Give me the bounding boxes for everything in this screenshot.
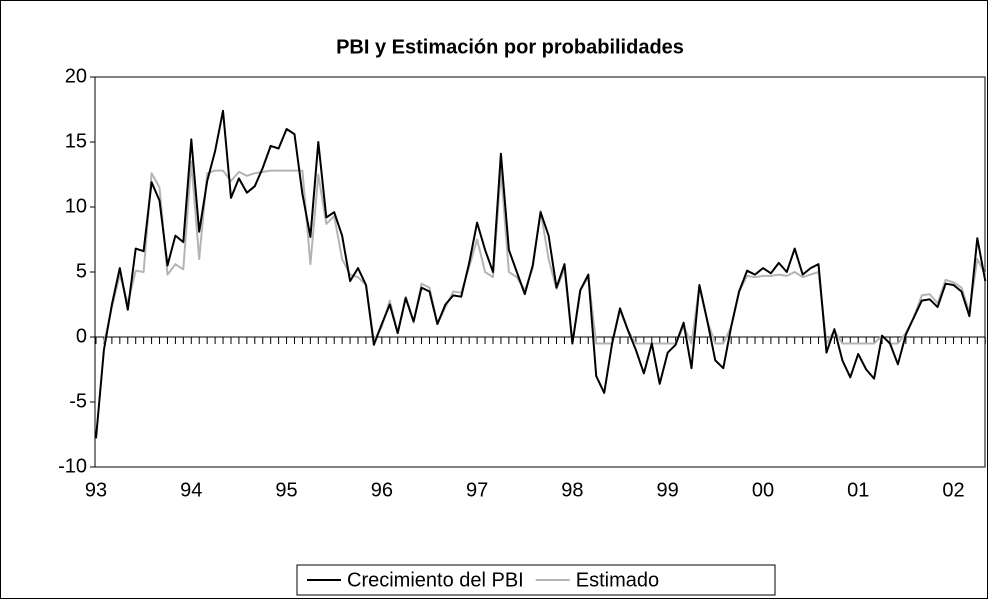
x-tick-label: 98 [561,479,583,501]
y-tick-label: 10 [65,195,87,217]
y-tick-label: 15 [65,130,87,152]
x-tick-label: 01 [847,479,869,501]
x-tick-label: 94 [180,479,202,501]
legend-label: Crecimiento del PBI [347,569,524,591]
y-tick-label: 5 [76,260,87,282]
x-tick-label: 99 [657,479,679,501]
chart-title: PBI y Estimación por probabilidades [336,36,684,58]
x-tick-label: 93 [85,479,107,501]
x-tick-label: 96 [371,479,393,501]
y-tick-label: -5 [69,390,87,412]
x-tick-label: 02 [942,479,964,501]
y-tick-label: 0 [76,325,87,347]
series-line [95,109,987,439]
x-tick-label: 97 [466,479,488,501]
series-line [102,160,987,345]
legend-label: Estimado [576,569,659,591]
y-tick-label: 20 [65,65,87,87]
x-tick-label: 95 [275,479,297,501]
y-tick-label: -10 [58,455,87,477]
x-tick-label: 00 [752,479,774,501]
